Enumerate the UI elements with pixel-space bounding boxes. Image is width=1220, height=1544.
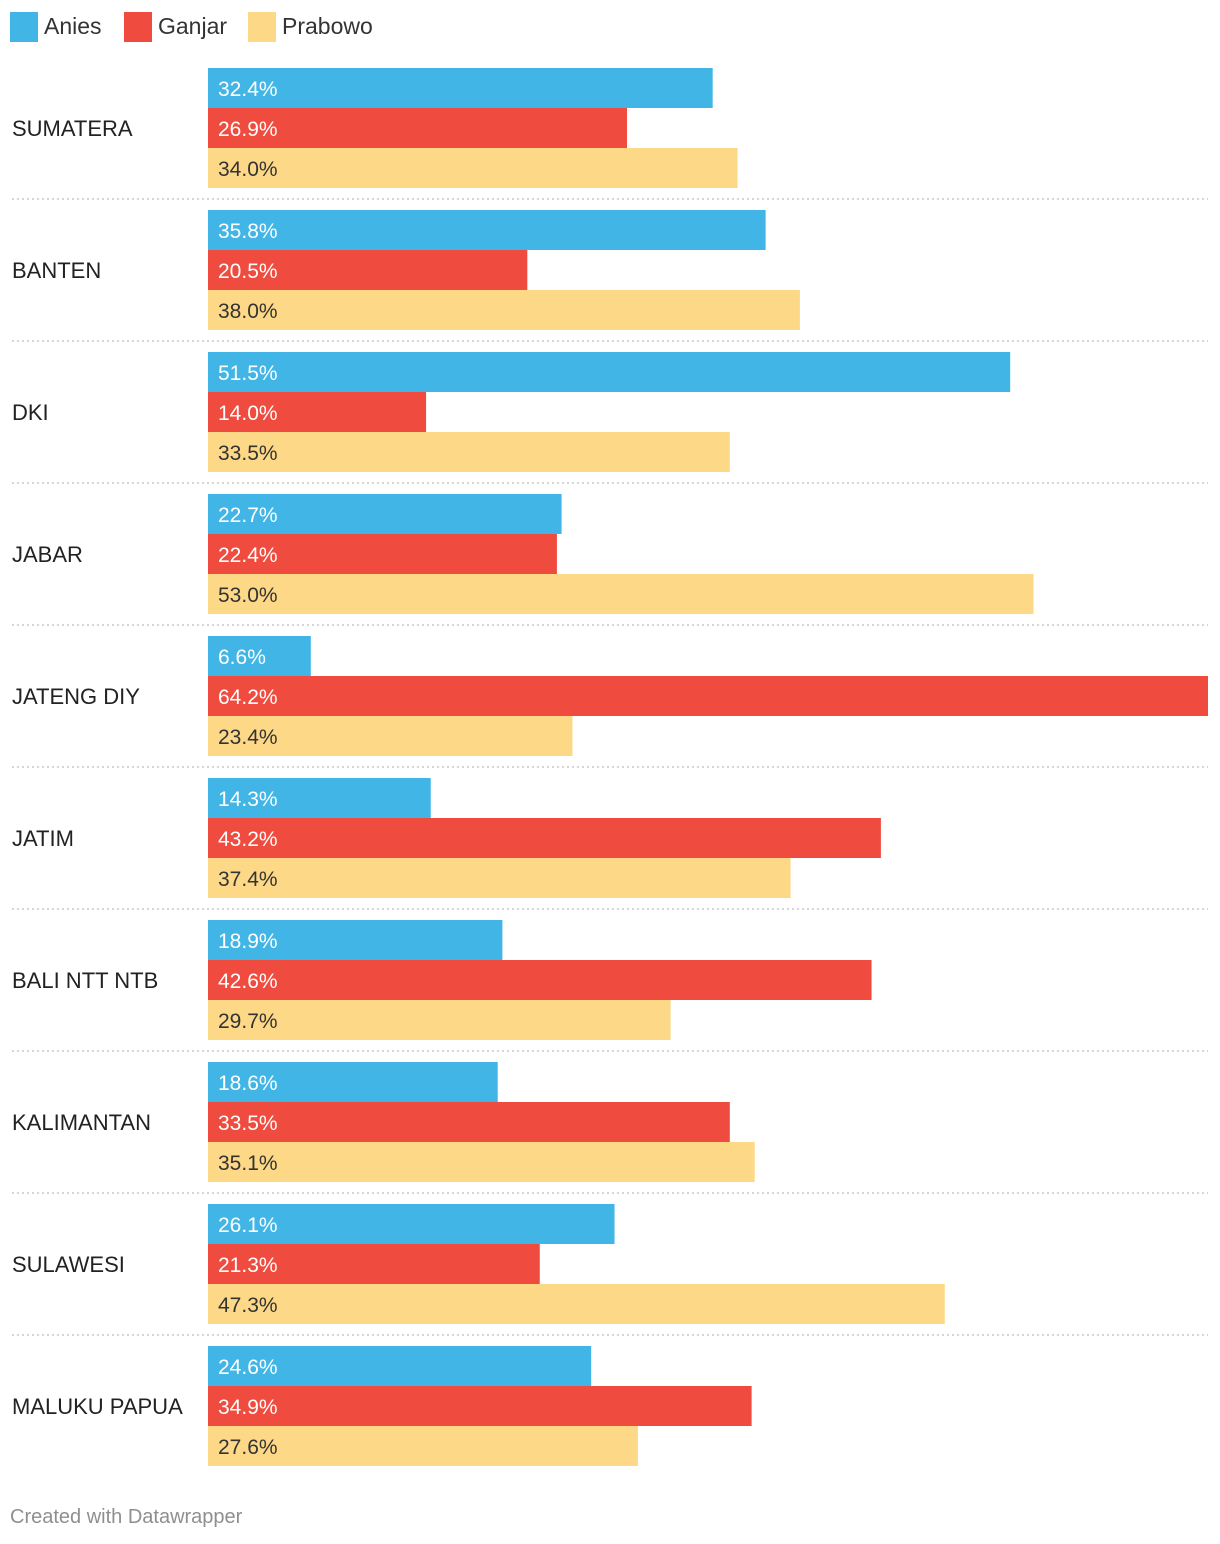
bar-ganjar-jateng-diy — [208, 676, 1208, 716]
category-label-dki: DKI — [12, 400, 49, 425]
legend-label-prabowo: Prabowo — [282, 13, 373, 39]
category-label-kalimantan: KALIMANTAN — [12, 1110, 151, 1135]
bar-ganjar-jabar — [208, 534, 557, 574]
bar-ganjar-maluku-papua — [208, 1386, 752, 1426]
category-label-bali-ntt-ntb: BALI NTT NTB — [12, 968, 158, 993]
bar-value-ganjar-dki: 14.0% — [218, 402, 278, 425]
bar-prabowo-sumatera — [208, 148, 738, 188]
datawrapper-credit[interactable]: Created with Datawrapper — [10, 1506, 243, 1528]
bar-anies-jatim — [208, 778, 431, 818]
bar-value-ganjar-maluku-papua: 34.9% — [218, 1396, 278, 1419]
category-label-sulawesi: SULAWESI — [12, 1252, 125, 1277]
bar-prabowo-jabar — [208, 574, 1034, 614]
category-label-sumatera: SUMATERA — [12, 116, 133, 141]
bar-prabowo-banten — [208, 290, 800, 330]
category-label-jabar: JABAR — [12, 542, 83, 567]
legend-swatch-anies — [10, 12, 38, 42]
bar-ganjar-dki — [208, 392, 427, 432]
bar-value-anies-jabar: 22.7% — [218, 504, 278, 527]
bar-prabowo-bali-ntt-ntb — [208, 1000, 671, 1040]
bar-anies-jateng-diy — [208, 636, 311, 676]
bar-anies-maluku-papua — [208, 1346, 592, 1386]
bar-ganjar-jatim — [208, 818, 881, 858]
bar-ganjar-banten — [208, 250, 528, 290]
bar-value-prabowo-banten: 38.0% — [218, 300, 278, 323]
bar-value-anies-dki: 51.5% — [218, 362, 278, 385]
bar-value-anies-banten: 35.8% — [218, 220, 278, 243]
bar-value-prabowo-bali-ntt-ntb: 29.7% — [218, 1010, 278, 1033]
bar-value-prabowo-dki: 33.5% — [218, 442, 278, 465]
bar-value-anies-sumatera: 32.4% — [218, 78, 278, 101]
category-label-maluku-papua: MALUKU PAPUA — [12, 1394, 183, 1419]
bar-anies-jabar — [208, 494, 562, 534]
bar-value-ganjar-bali-ntt-ntb: 42.6% — [218, 970, 278, 993]
bar-value-ganjar-sumatera: 26.9% — [218, 118, 278, 141]
bar-anies-kalimantan — [208, 1062, 498, 1102]
bar-ganjar-sulawesi — [208, 1244, 540, 1284]
bar-anies-sulawesi — [208, 1204, 615, 1244]
bar-ganjar-kalimantan — [208, 1102, 730, 1142]
bar-prabowo-kalimantan — [208, 1142, 755, 1182]
bar-anies-bali-ntt-ntb — [208, 920, 503, 960]
bar-value-anies-kalimantan: 18.6% — [218, 1072, 278, 1095]
bar-value-anies-jatim: 14.3% — [218, 788, 278, 811]
bar-value-prabowo-kalimantan: 35.1% — [218, 1152, 278, 1175]
bar-value-ganjar-jateng-diy: 64.2% — [218, 686, 278, 709]
bar-value-anies-jateng-diy: 6.6% — [218, 646, 266, 669]
bar-prabowo-jateng-diy — [208, 716, 573, 756]
legend-swatch-ganjar — [124, 12, 152, 42]
bar-value-anies-bali-ntt-ntb: 18.9% — [218, 930, 278, 953]
bar-ganjar-sumatera — [208, 108, 628, 148]
bar-value-ganjar-jabar: 22.4% — [218, 544, 278, 567]
bar-value-prabowo-jateng-diy: 23.4% — [218, 726, 278, 749]
bar-value-prabowo-sumatera: 34.0% — [218, 158, 278, 181]
bar-value-prabowo-jatim: 37.4% — [218, 868, 278, 891]
bar-anies-dki — [208, 352, 1011, 392]
bar-value-anies-sulawesi: 26.1% — [218, 1214, 278, 1237]
bar-anies-banten — [208, 210, 766, 250]
bar-ganjar-bali-ntt-ntb — [208, 960, 872, 1000]
bar-value-ganjar-sulawesi: 21.3% — [218, 1254, 278, 1277]
bar-prabowo-maluku-papua — [208, 1426, 638, 1466]
bar-anies-sumatera — [208, 68, 713, 108]
legend-label-anies: Anies — [44, 13, 102, 39]
bar-prabowo-sulawesi — [208, 1284, 945, 1324]
bar-value-ganjar-jatim: 43.2% — [218, 828, 278, 851]
legend-swatch-prabowo — [248, 12, 276, 42]
bar-value-ganjar-banten: 20.5% — [218, 260, 278, 283]
bar-value-prabowo-jabar: 53.0% — [218, 584, 278, 607]
category-label-banten: BANTEN — [12, 258, 101, 283]
bar-value-anies-maluku-papua: 24.6% — [218, 1356, 278, 1379]
category-label-jatim: JATIM — [12, 826, 74, 851]
bar-value-ganjar-kalimantan: 33.5% — [218, 1112, 278, 1135]
bar-prabowo-dki — [208, 432, 730, 472]
bar-prabowo-jatim — [208, 858, 791, 898]
category-label-jateng-diy: JATENG DIY — [12, 684, 140, 709]
legend-label-ganjar: Ganjar — [158, 13, 227, 39]
bar-value-prabowo-maluku-papua: 27.6% — [218, 1436, 278, 1459]
bar-value-prabowo-sulawesi: 47.3% — [218, 1294, 278, 1317]
